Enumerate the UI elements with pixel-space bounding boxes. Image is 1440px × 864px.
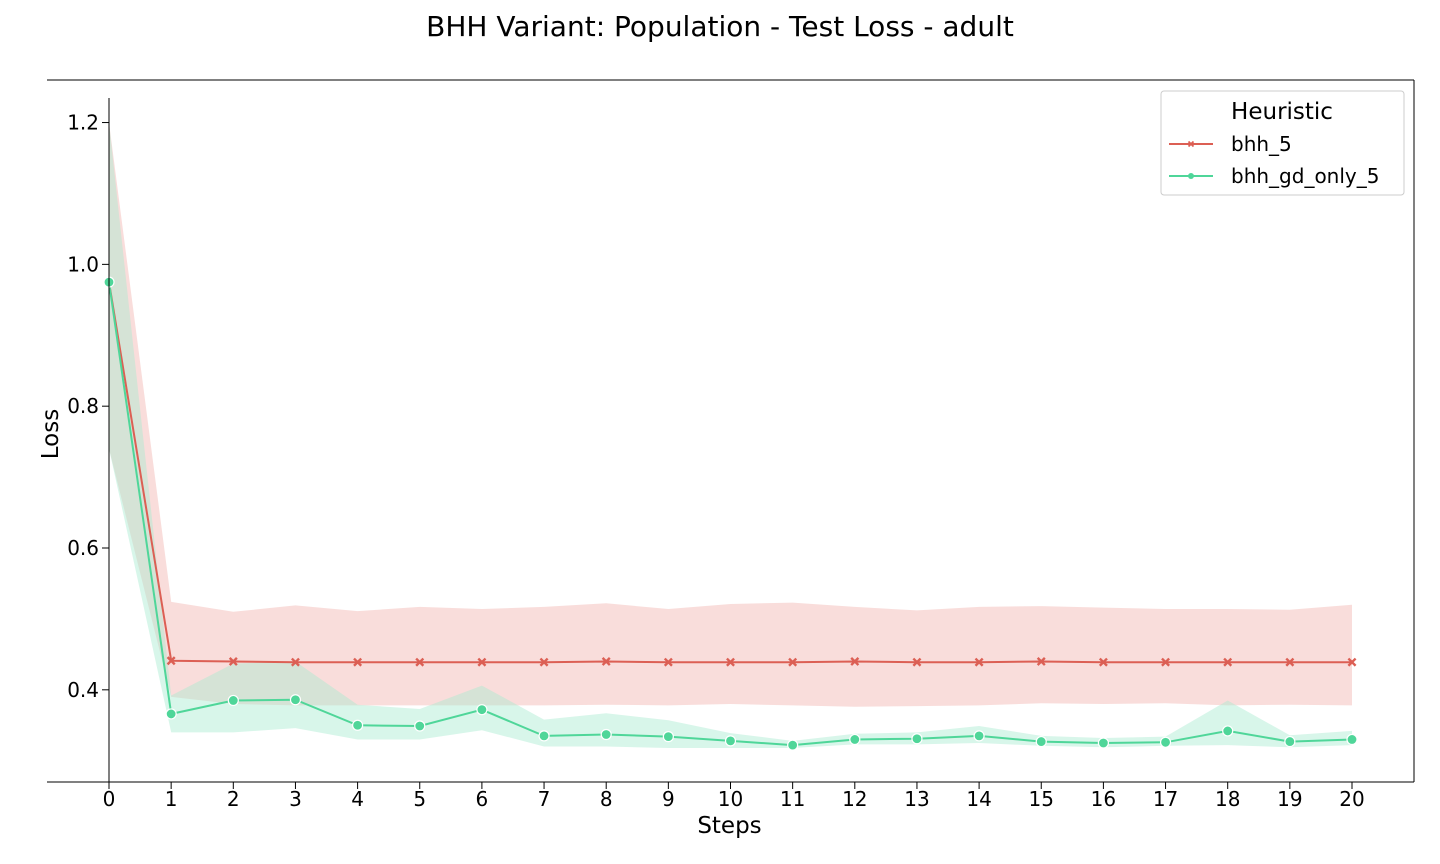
x-tick-label: 15 xyxy=(1029,787,1054,811)
point-bhh_gd_only_5-18 xyxy=(1222,725,1234,737)
legend-item-bhh_gd_only_5: bhh_gd_only_5 xyxy=(1169,164,1379,188)
band-bhh_gd_only_5 xyxy=(109,122,1352,748)
y-tick-label: 0.8 xyxy=(67,394,99,418)
x-tick-label: 17 xyxy=(1153,787,1178,811)
x-tick-label: 6 xyxy=(476,787,489,811)
x-tick-label: 0 xyxy=(103,787,116,811)
point-bhh_5-19 xyxy=(1285,657,1295,667)
x-tick-label: 19 xyxy=(1277,787,1302,811)
point-bhh_gd_only_5-2 xyxy=(227,694,239,707)
point-bhh_gd_only_5-5 xyxy=(414,720,426,732)
point-bhh_gd_only_5-15 xyxy=(1035,735,1047,748)
point-bhh_5-12 xyxy=(850,657,860,666)
x-tick-label: 1 xyxy=(165,787,178,811)
legend-box xyxy=(1160,90,1405,196)
x-tick-label: 3 xyxy=(289,787,302,811)
point-bhh_5-5 xyxy=(415,657,425,667)
x-tick-label: 12 xyxy=(842,787,867,811)
point-bhh_gd_only_5-19 xyxy=(1284,735,1296,748)
band-bhh_5 xyxy=(109,122,1352,707)
legend-title: Heuristic xyxy=(1231,99,1333,125)
point-bhh_5-3 xyxy=(291,657,300,667)
point-bhh_5-7 xyxy=(539,657,549,667)
y-axis-title: Loss xyxy=(38,409,64,459)
x-tick-label: 11 xyxy=(780,787,805,811)
point-bhh_5-9 xyxy=(663,657,673,667)
x-tick-label: 4 xyxy=(351,787,364,811)
series-markers xyxy=(103,276,1358,751)
point-bhh_5-15 xyxy=(1036,657,1046,666)
point-bhh_5-4 xyxy=(353,657,363,667)
x-tick-label: 20 xyxy=(1339,787,1364,811)
point-bhh_5-14 xyxy=(974,657,984,667)
point-bhh_gd_only_5-6 xyxy=(476,704,488,716)
point-bhh_5-16 xyxy=(1098,657,1108,667)
chart-title: BHH Variant: Population - Test Loss - ad… xyxy=(426,10,1014,43)
point-bhh_gd_only_5-4 xyxy=(352,719,364,731)
point-bhh_5-1 xyxy=(166,656,176,666)
point-bhh_5-10 xyxy=(726,657,735,667)
y-tick-label: 0.6 xyxy=(67,536,99,560)
x-tick-label: 5 xyxy=(413,787,426,811)
legend-label: bhh_gd_only_5 xyxy=(1231,164,1379,188)
point-bhh_5-20 xyxy=(1347,657,1357,667)
point-bhh_gd_only_5-7 xyxy=(538,730,550,742)
x-tick-label: 7 xyxy=(538,787,551,811)
point-bhh_5-6 xyxy=(477,657,487,667)
x-axis-title: Steps xyxy=(697,813,761,839)
x-tick-label: 10 xyxy=(718,787,743,811)
legend-item-bhh_5: bhh_5 xyxy=(1169,132,1292,156)
y-tick-label: 1.2 xyxy=(67,111,99,135)
point-bhh_gd_only_5-14 xyxy=(973,730,985,742)
x-tick-label: 18 xyxy=(1215,787,1240,811)
point-bhh_gd_only_5-10 xyxy=(724,735,737,747)
point-bhh_gd_only_5-20 xyxy=(1346,733,1358,746)
point-bhh_5-13 xyxy=(912,657,922,667)
point-bhh_gd_only_5-8 xyxy=(600,728,612,741)
y-tick-label: 0.4 xyxy=(67,678,99,702)
point-bhh_gd_only_5-12 xyxy=(849,733,861,746)
x-tick-label: 16 xyxy=(1091,787,1116,811)
point-bhh_5-2 xyxy=(228,657,238,666)
point-bhh_gd_only_5-13 xyxy=(911,733,923,745)
point-bhh_gd_only_5-3 xyxy=(289,694,302,706)
x-tick-label: 2 xyxy=(227,787,240,811)
x-tick-label: 13 xyxy=(904,787,929,811)
y-tick-label: 1.0 xyxy=(67,252,99,276)
axes: 0 1 2 3 4 5 6 7 8 9 10 11 12 13 14 15 16 17 18 19 200.40.60.… xyxy=(38,79,1415,839)
point-bhh_5-17 xyxy=(1161,657,1170,667)
point-bhh_5-18 xyxy=(1223,657,1233,667)
point-bhh_gd_only_5-9 xyxy=(662,731,674,743)
legend-label: bhh_5 xyxy=(1231,132,1292,156)
point-bhh_gd_only_5-17 xyxy=(1159,736,1172,748)
confidence-bands xyxy=(109,122,1352,748)
x-tick-label: 14 xyxy=(966,787,991,811)
point-bhh_gd_only_5-1 xyxy=(165,708,177,720)
x-tick-label: 8 xyxy=(600,787,613,811)
point-bhh_5-8 xyxy=(601,657,611,666)
point-bhh_5-11 xyxy=(788,657,798,667)
legend: Heuristic bhh_5 bhh_gd_only_5 xyxy=(1160,90,1405,196)
point-bhh_gd_only_5-16 xyxy=(1097,737,1110,749)
point-bhh_gd_only_5-11 xyxy=(787,739,799,751)
x-tick-label: 9 xyxy=(662,787,675,811)
